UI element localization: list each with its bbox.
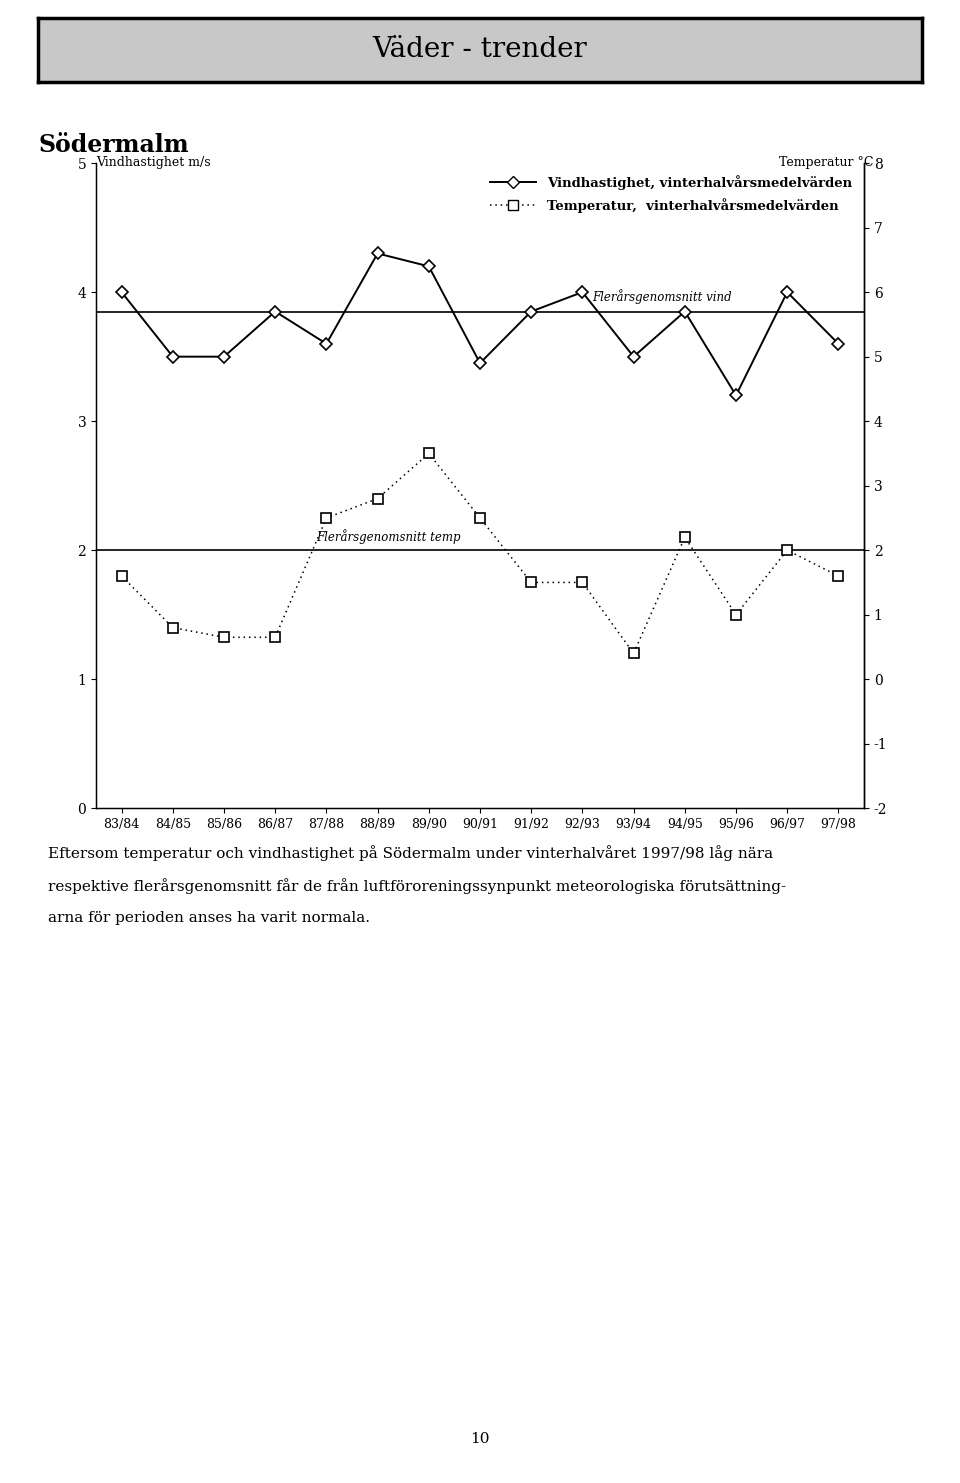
Text: Flerårsgenomsnitt temp: Flerårsgenomsnitt temp	[316, 529, 461, 544]
Text: Väder - trender: Väder - trender	[372, 36, 588, 64]
Legend: Vindhastighet, vinterhalvårsmedelvärden, Temperatur,  vinterhalvårsmedelvärden: Vindhastighet, vinterhalvårsmedelvärden,…	[485, 169, 857, 218]
Text: Temperatur °C: Temperatur °C	[780, 156, 874, 169]
Text: respektive flerårsgenomsnitt får de från luftföroreningssynpunkt meteorologiska : respektive flerårsgenomsnitt får de från…	[48, 878, 786, 894]
Text: Eftersom temperatur och vindhastighet på Södermalm under vinterhalvåret 1997/98 : Eftersom temperatur och vindhastighet på…	[48, 845, 773, 862]
Text: Flerårsgenomsnitt vind: Flerårsgenomsnitt vind	[592, 289, 732, 304]
Text: arna för perioden anses ha varit normala.: arna för perioden anses ha varit normala…	[48, 911, 370, 924]
Text: Södermalm: Södermalm	[38, 133, 189, 157]
Text: Vindhastighet m/s: Vindhastighet m/s	[96, 156, 210, 169]
Text: 10: 10	[470, 1433, 490, 1446]
